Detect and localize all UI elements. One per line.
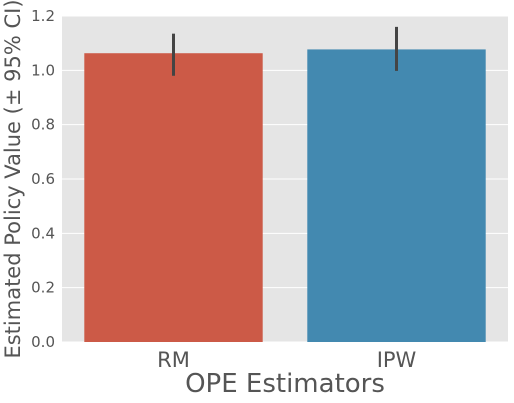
x-tick-label: RM bbox=[157, 348, 190, 372]
x-axis-ticks: RM IPW bbox=[157, 348, 416, 372]
y-tick-label: 0.4 bbox=[31, 224, 55, 242]
x-tick-label: IPW bbox=[377, 348, 417, 372]
y-tick-label: 1.0 bbox=[31, 61, 55, 79]
bar-ipw bbox=[307, 49, 486, 342]
x-axis-label: OPE Estimators bbox=[185, 369, 385, 399]
y-axis-label: Estimated Policy Value (± 95% CI) bbox=[1, 0, 25, 359]
y-tick-label: 0.2 bbox=[31, 279, 55, 297]
error-bars bbox=[172, 26, 398, 76]
y-tick-label: 0.8 bbox=[31, 116, 55, 134]
bars bbox=[84, 49, 486, 343]
y-tick-label: 0.6 bbox=[31, 170, 55, 188]
y-tick-label: 0.0 bbox=[31, 333, 55, 351]
y-tick-label: 1.2 bbox=[31, 7, 55, 25]
y-axis-ticks: 0.0 0.2 0.4 0.6 0.8 1.0 1.2 bbox=[31, 7, 55, 351]
bar-rm bbox=[84, 53, 263, 343]
